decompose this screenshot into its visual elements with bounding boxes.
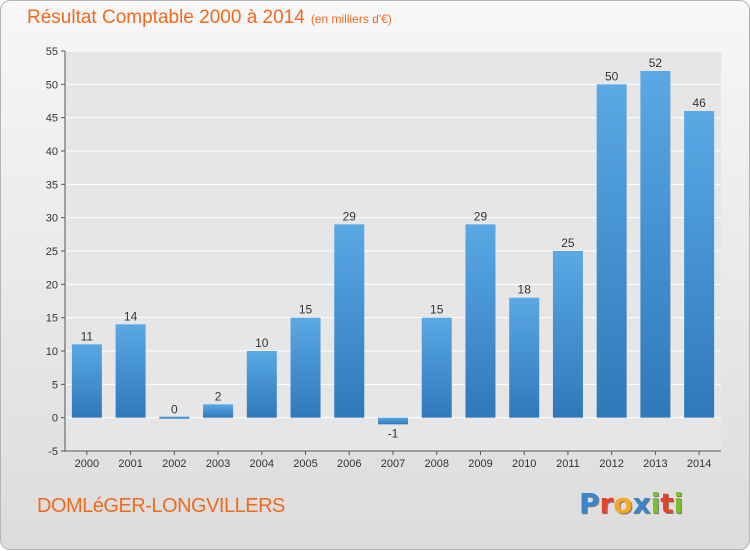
- logo-letter: o: [613, 487, 633, 520]
- bar: [246, 351, 277, 418]
- y-tick-label: 15: [46, 313, 58, 325]
- bar: [684, 111, 715, 418]
- bar-value-label: 52: [649, 56, 663, 70]
- commune-name: DOMLéGER-LONGVILLERS: [37, 495, 285, 517]
- logo-letter: P: [579, 487, 600, 520]
- bar: [596, 84, 627, 418]
- x-tick-label: 2006: [337, 458, 361, 470]
- bar: [465, 224, 496, 418]
- x-tick-label: 2000: [75, 458, 99, 470]
- bar: [421, 317, 452, 418]
- bar-value-label: 11: [81, 329, 94, 343]
- bar: [334, 224, 365, 418]
- chart-title: Résultat Comptable 2000 à 2014 (en millie…: [27, 7, 392, 29]
- y-tick-label: 20: [46, 279, 58, 291]
- chart-title-text: Résultat Comptable 2000 à 2014: [27, 7, 305, 28]
- y-tick-label: -5: [48, 446, 58, 458]
- bar: [159, 416, 190, 419]
- x-tick-label: 2004: [250, 458, 274, 470]
- y-tick-label: 50: [46, 79, 58, 91]
- logo-letter: x: [632, 487, 651, 520]
- bar-value-label: 15: [299, 303, 313, 317]
- y-tick-label: 55: [46, 46, 58, 58]
- bar-value-label: 29: [474, 209, 488, 223]
- x-tick-label: 2014: [687, 458, 711, 470]
- bar: [552, 251, 583, 418]
- x-tick-label: 2003: [206, 458, 230, 470]
- y-tick-label: 30: [46, 213, 58, 225]
- x-tick-label: 2013: [643, 458, 667, 470]
- bar-value-label: 14: [124, 309, 138, 323]
- y-tick-label: 35: [46, 179, 58, 191]
- x-tick-label: 2011: [556, 458, 580, 470]
- logo-letter: i: [650, 487, 661, 520]
- bar-value-label: 2: [215, 389, 222, 403]
- bar: [378, 417, 408, 425]
- chart-subtitle: (en milliers d'€): [310, 12, 392, 26]
- y-tick-label: 0: [52, 413, 58, 425]
- bar: [71, 344, 102, 418]
- bar: [115, 324, 146, 418]
- x-tick-label: 2007: [381, 458, 405, 470]
- bar-value-label: -1: [388, 426, 399, 440]
- x-tick-label: 2012: [599, 458, 623, 470]
- bar-value-label: 10: [255, 336, 269, 350]
- logo-letter: r: [599, 487, 614, 520]
- x-tick-label: 2010: [512, 458, 536, 470]
- x-tick-label: 2001: [118, 458, 142, 470]
- x-tick-label: 2002: [162, 458, 186, 470]
- x-tick-label: 2005: [293, 458, 317, 470]
- bar-value-label: 25: [561, 236, 575, 250]
- y-tick-label: 40: [46, 146, 58, 158]
- bar-value-label: 0: [171, 403, 178, 417]
- bar: [509, 297, 540, 418]
- x-tick-label: 2008: [424, 458, 448, 470]
- x-tick-label: 2009: [468, 458, 492, 470]
- y-tick-label: 25: [46, 246, 58, 258]
- y-tick-label: 10: [46, 346, 58, 358]
- bar-value-label: 18: [518, 283, 532, 297]
- y-tick-label: 5: [52, 379, 58, 391]
- bar-value-label: 15: [430, 303, 444, 317]
- proxiti-logo: Proxiti: [579, 487, 683, 520]
- bar-value-label: 29: [343, 209, 357, 223]
- bar-value-label: 46: [692, 96, 706, 110]
- y-tick-label: 45: [46, 113, 58, 125]
- bar: [290, 317, 321, 418]
- bar: [203, 404, 234, 418]
- bar-value-label: 50: [605, 69, 619, 83]
- logo-letter: t: [660, 487, 674, 520]
- bar: [640, 71, 671, 418]
- logo-letter: i: [673, 487, 684, 520]
